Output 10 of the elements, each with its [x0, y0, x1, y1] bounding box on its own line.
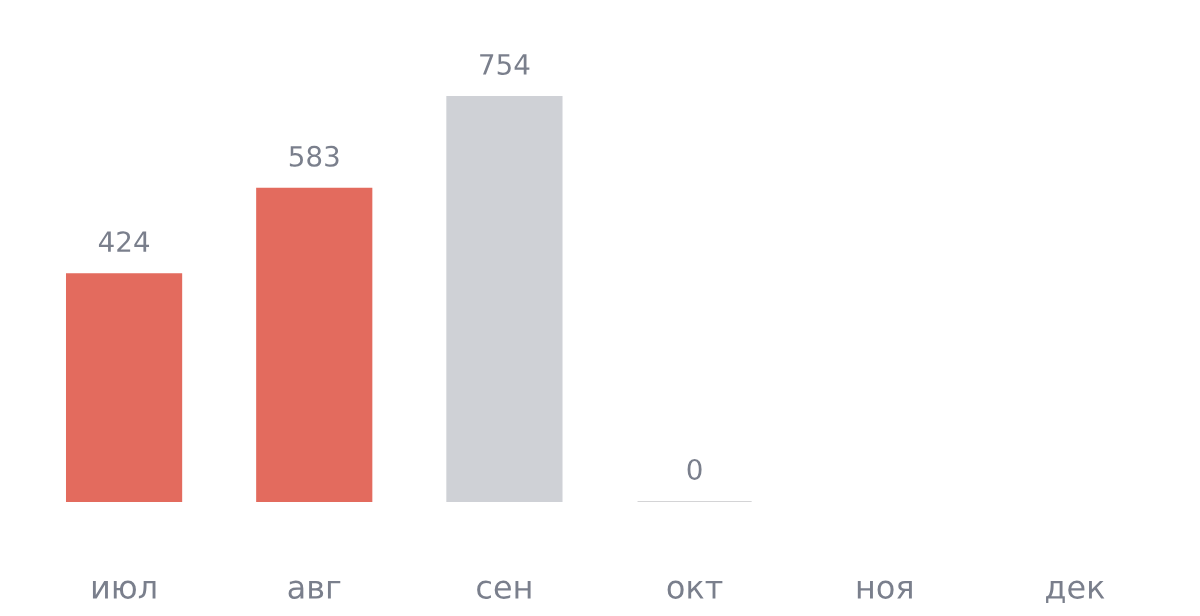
x-tick-label: авг: [288, 580, 341, 599]
data-label: 0: [687, 458, 702, 480]
data-label: 424: [98, 231, 150, 252]
x-tick-label: ноя: [857, 580, 912, 599]
data-label: 583: [289, 145, 339, 167]
x-tick-label: окт: [667, 580, 723, 599]
data-label: 754: [480, 54, 530, 75]
x-tick-label: дек: [1046, 580, 1105, 603]
x-tick-label: сен: [477, 580, 531, 599]
x-tick-label: июл: [92, 580, 156, 599]
